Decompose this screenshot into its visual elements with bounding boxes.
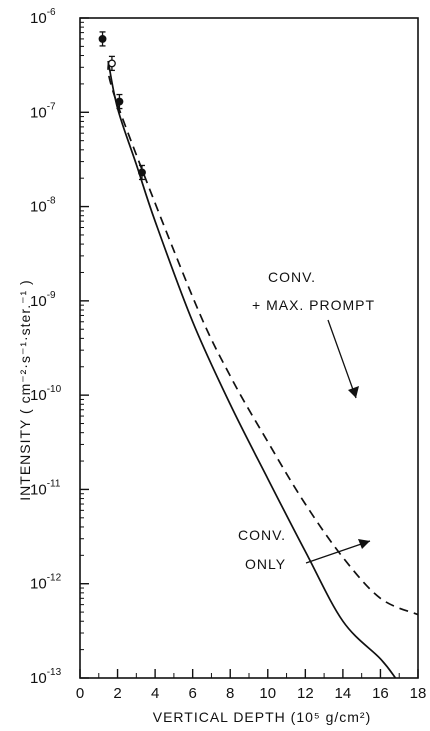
x-tick-label: 2 <box>113 685 121 702</box>
y-tick-label: 10-10 <box>30 384 62 404</box>
y-tick-base: 10 <box>30 199 47 216</box>
annotation-conv-max-prompt-line1: CONV. <box>268 269 316 285</box>
x-tick-label: 10 <box>259 685 276 702</box>
data-point-filled <box>98 34 107 43</box>
annotation-conv-max-prompt-line2: + MAX. PROMPT <box>252 297 375 313</box>
y-tick-base: 10 <box>30 481 47 498</box>
x-tick-label: 16 <box>372 685 389 702</box>
annotation-conv-only-line2: ONLY <box>245 556 286 572</box>
y-tick-exponent: -9 <box>47 290 56 301</box>
y-axis-label: INTENSITY ( cm⁻²·s⁻¹·ster.⁻¹ ) <box>17 279 33 500</box>
y-tick-base: 10 <box>30 670 47 687</box>
y-tick-label: 10-12 <box>30 573 62 593</box>
y-tick-label: 10-6 <box>30 7 56 27</box>
x-tick-label: 0 <box>76 685 84 702</box>
y-tick-base: 10 <box>30 104 47 121</box>
x-tick-label: 6 <box>188 685 196 702</box>
annotation-conv-max-prompt-arrow <box>327 319 357 399</box>
y-tick-exponent: -12 <box>47 573 62 584</box>
y-tick-label: 10-8 <box>30 196 56 216</box>
annotation-conv-only-arrow <box>305 540 371 564</box>
annotation-conv-only-line1: CONV. <box>238 527 286 543</box>
y-tick-exponent: -11 <box>47 478 61 489</box>
x-tick-label: 12 <box>297 685 314 702</box>
y-tick-exponent: -10 <box>47 384 62 395</box>
series-line-conv-only <box>107 60 397 679</box>
data-point-open <box>107 59 116 68</box>
x-tick-label: 14 <box>335 685 352 702</box>
y-tick-base: 10 <box>30 387 47 404</box>
annotation-conv-max-prompt-arrowhead <box>348 386 359 398</box>
y-tick-base: 10 <box>30 576 47 593</box>
annotation-conv-max-prompt: CONV. + MAX. PROMPT <box>252 269 375 399</box>
x-tick-label: 18 <box>410 685 427 702</box>
annotation-conv-only-arrowhead <box>358 539 370 549</box>
x-tick-label: 8 <box>226 685 234 702</box>
y-tick-exponent: -6 <box>47 7 56 18</box>
x-axis-label: VERTICAL DEPTH (10⁵ g/cm²) <box>153 709 372 725</box>
data-point-filled <box>115 97 124 106</box>
y-tick-label: 10-9 <box>30 290 56 310</box>
annotation-conv-only: CONV. ONLY <box>238 527 371 572</box>
data-point-filled <box>138 168 146 177</box>
series-line-conv-max-prompt <box>107 60 419 616</box>
series-group <box>107 60 419 679</box>
y-tick-label: 10-13 <box>30 667 62 687</box>
y-tick-label: 10-11 <box>30 478 61 498</box>
plot-frame <box>79 17 419 679</box>
y-tick-exponent: -13 <box>47 667 62 678</box>
x-tick-label: 4 <box>151 685 159 702</box>
data-points <box>98 31 146 181</box>
y-tick-base: 10 <box>30 10 47 27</box>
y-tick-exponent: -8 <box>47 196 56 207</box>
y-tick-exponent: -7 <box>47 101 56 112</box>
y-tick-label: 10-7 <box>30 101 56 121</box>
x-axis-ticks: 0 2 4 6 8 10 12 14 16 18 <box>76 669 427 702</box>
y-tick-base: 10 <box>30 293 47 310</box>
